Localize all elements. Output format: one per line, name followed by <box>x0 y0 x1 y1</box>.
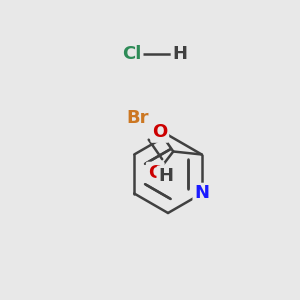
Text: Cl: Cl <box>122 45 142 63</box>
Text: H: H <box>158 167 173 185</box>
Text: N: N <box>194 184 209 202</box>
Text: O: O <box>152 123 167 141</box>
Text: O: O <box>148 164 163 181</box>
Text: H: H <box>172 45 188 63</box>
Text: Br: Br <box>127 110 149 128</box>
